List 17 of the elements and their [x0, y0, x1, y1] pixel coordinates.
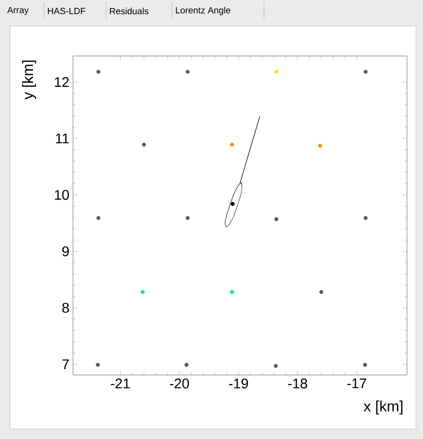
y-tick-label: 10	[54, 190, 69, 200]
y-tick-label: 11	[56, 134, 69, 144]
y-tick-label: 7	[62, 359, 69, 370]
x-axis-title: x [km]	[364, 400, 402, 415]
text: Residuals	[110, 8, 148, 14]
text: HAS-LDF	[48, 8, 86, 14]
y-tick-label: 8	[62, 302, 69, 313]
y-tick-label: 9	[62, 246, 69, 256]
text: Array	[7, 6, 29, 16]
y-tick-label: 12	[54, 77, 69, 87]
x-tick-label: -20	[170, 378, 189, 388]
y-axis-title: y [km]	[22, 60, 36, 100]
x-tick-label: -19	[229, 378, 248, 388]
x-tick-label: -18	[288, 378, 308, 388]
x-tick-label: -21	[110, 378, 130, 388]
x-tick-label: -17	[347, 378, 366, 388]
text: Lorentz Angle	[176, 6, 230, 16]
